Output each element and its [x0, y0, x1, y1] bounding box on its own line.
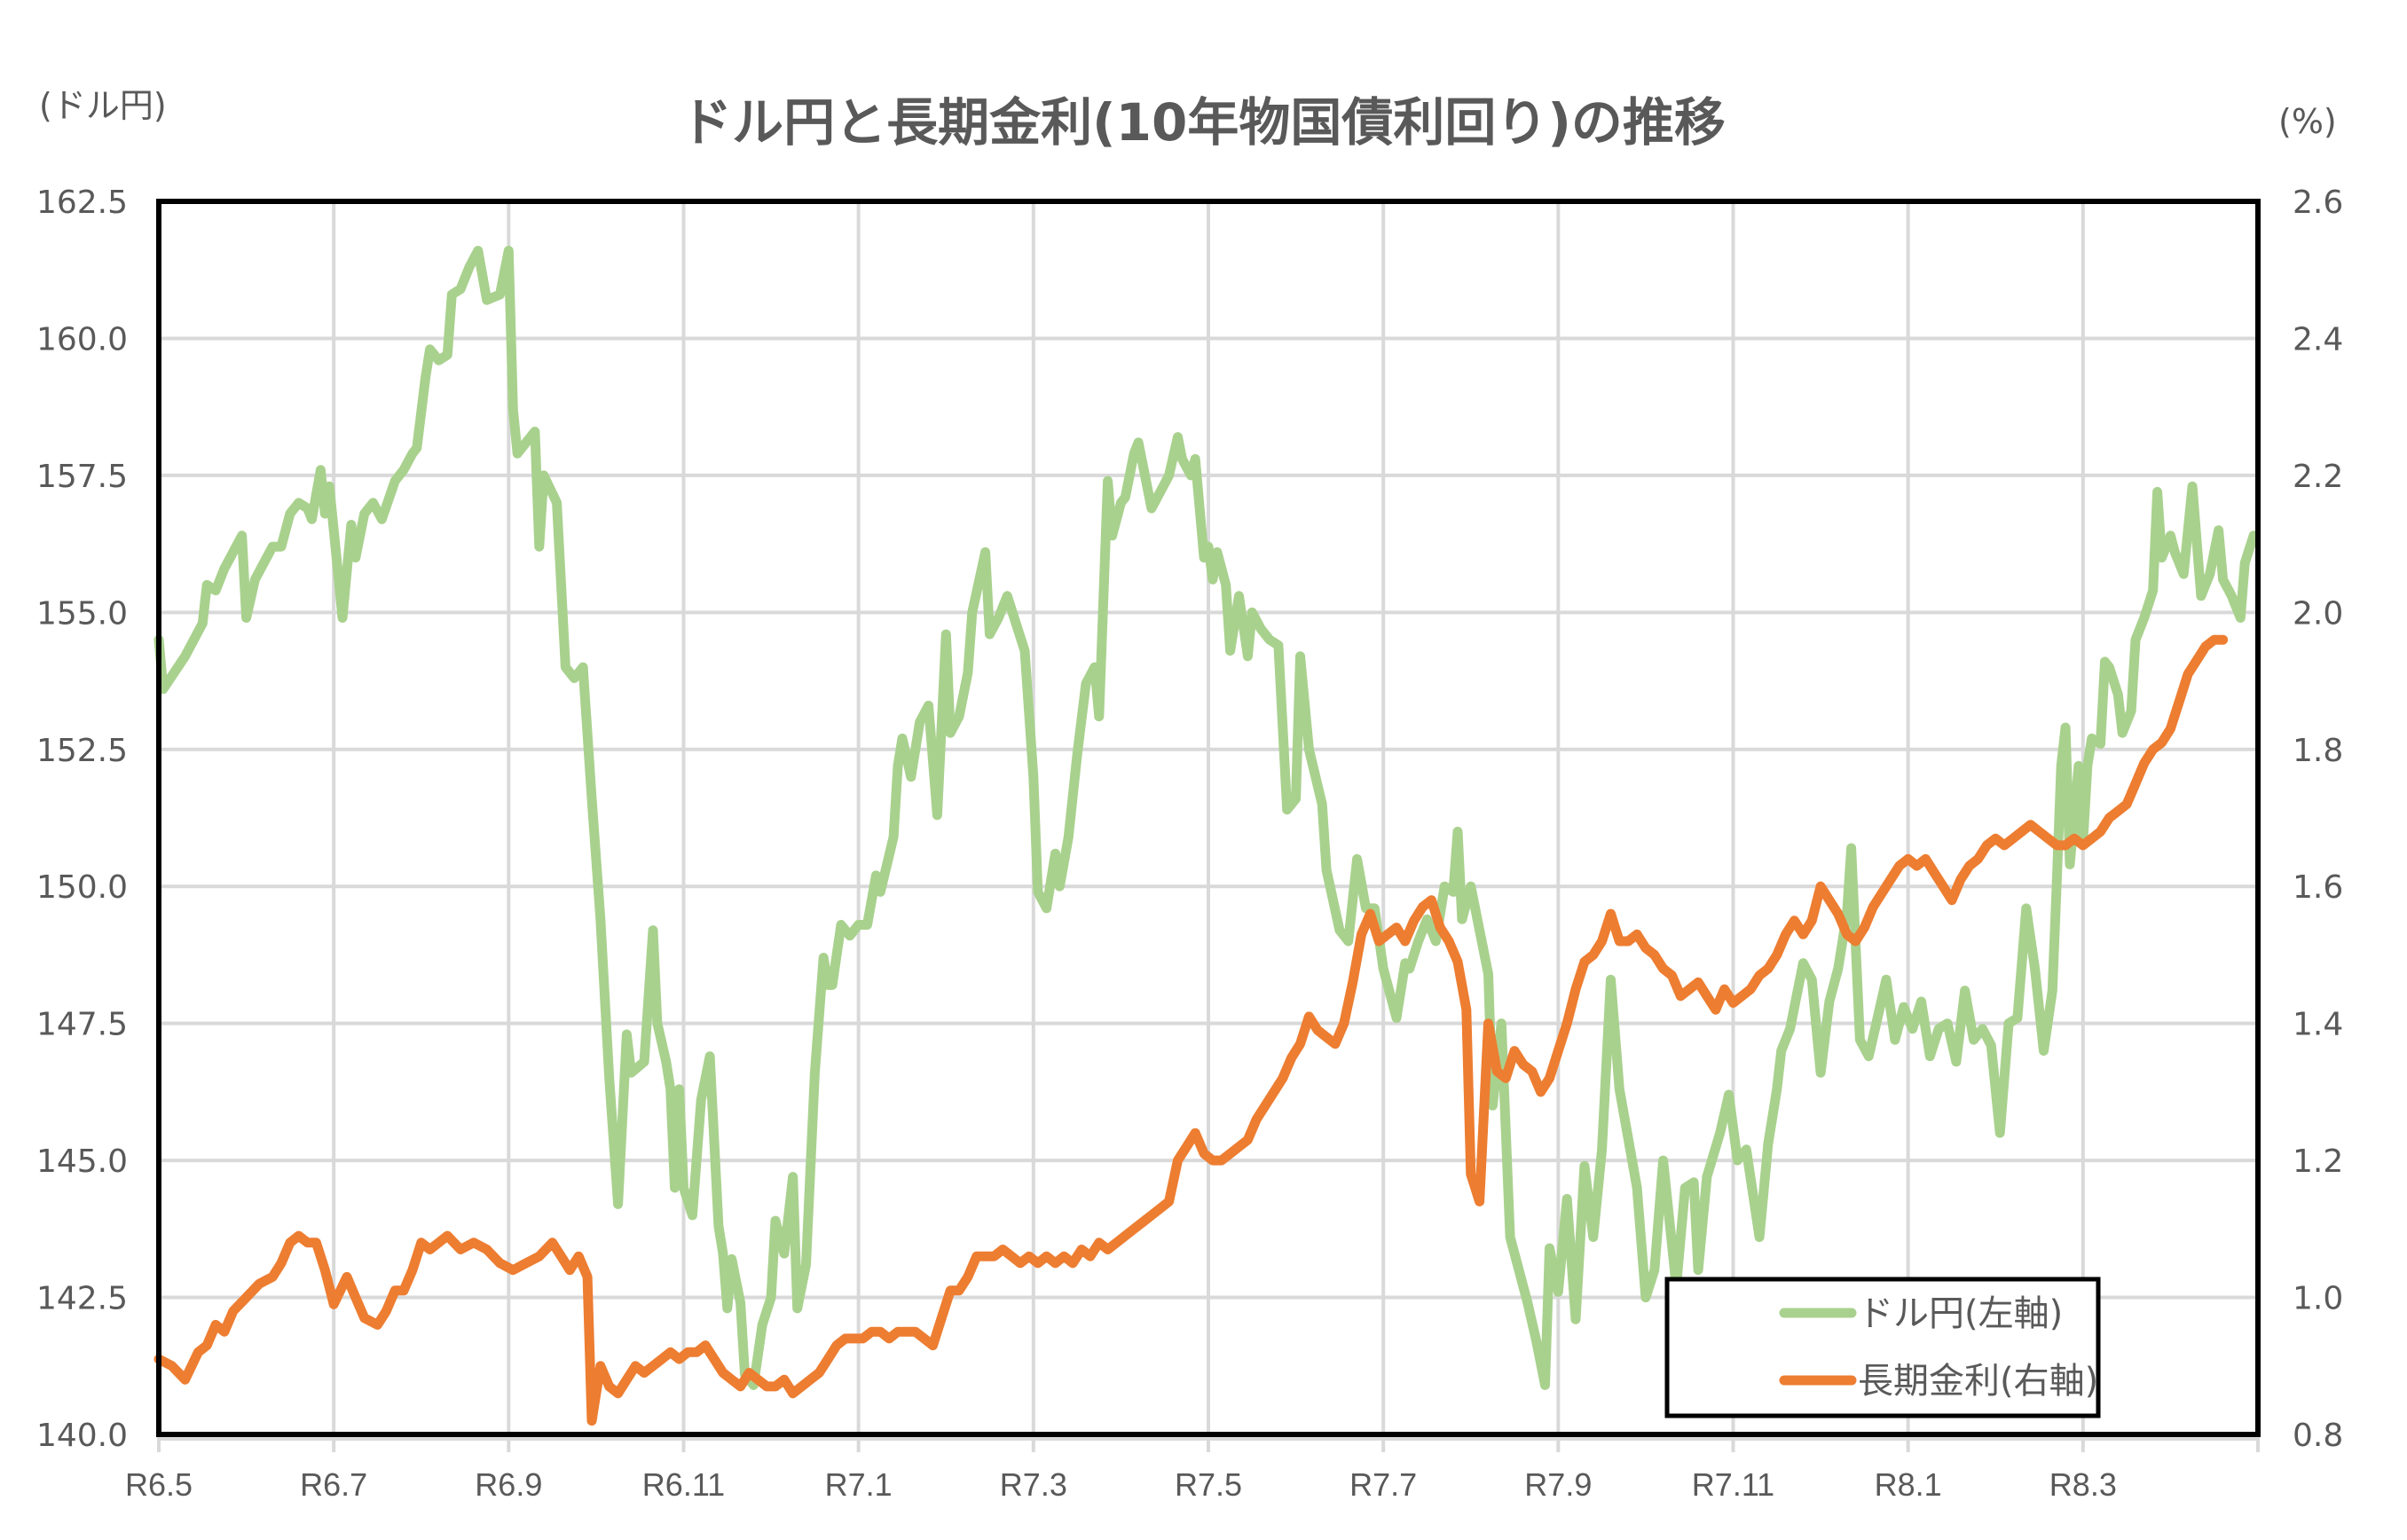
right-axis-tick-label: 1.8: [2293, 733, 2343, 769]
x-axis-tick-label: R7.11: [1692, 1466, 1774, 1503]
right-axis-tick-label: 2.0: [2293, 595, 2343, 632]
right-axis-tick-label: 1.6: [2293, 869, 2343, 906]
right-axis-ticks: 0.8 1.0 1.2 1.4 1.6 1.8 2.0 2.2 2.4 2.6: [2293, 185, 2343, 1454]
left-axis-unit: (ドル円): [39, 86, 167, 125]
x-axis-tick-label: R6.11: [642, 1466, 725, 1503]
right-axis-tick-label: 1.4: [2293, 1007, 2343, 1043]
legend: ドル円(左軸) 長期金利(右軸): [1664, 1277, 2101, 1418]
x-axis-ticks: R6.5 R6.7 R6.9 R6.11 R7.1 R7.3 R7.5 R7.7 R7.9 R7.…: [125, 1466, 2117, 1503]
right-axis-tick-label: 2.4: [2293, 321, 2343, 358]
left-axis-tick-label: 160.0: [36, 321, 128, 358]
chart-title: ドル円と長期金利(10年物国債利回り)の推移: [680, 92, 1726, 153]
gridlines: [157, 200, 2260, 1452]
left-axis-ticks: 140.0 142.5 145.0 147.5 150.0 152.5 155.0 157.5…: [36, 185, 128, 1454]
right-axis-tick-label: 0.8: [2293, 1418, 2343, 1454]
left-axis-tick-label: 155.0: [36, 595, 128, 632]
x-axis-tick-label: R7.5: [1175, 1466, 1242, 1503]
legend-label-usdjpy: ドル円(左軸): [1858, 1293, 2063, 1334]
usdjpy-line: [153, 246, 2259, 1390]
left-axis-tick-label: 142.5: [36, 1281, 128, 1317]
series-lines: [153, 246, 2259, 1426]
right-axis-tick-label: 2.6: [2293, 185, 2343, 221]
x-axis-tick-label: R7.3: [1000, 1466, 1067, 1503]
plot-frame: [156, 199, 2261, 1437]
right-axis-tick-label: 2.2: [2293, 459, 2343, 495]
legend-box: [1664, 1277, 2101, 1418]
legend-label-jgb: 長期金利(右軸): [1858, 1361, 2098, 1402]
right-axis-unit: (%): [2278, 102, 2337, 141]
x-axis-tick-label: R8.3: [2049, 1466, 2117, 1503]
right-axis-tick-label: 1.0: [2293, 1281, 2343, 1317]
jgb-yield-line: [153, 634, 2229, 1426]
x-axis-tick-label: R7.7: [1349, 1466, 1417, 1503]
left-axis-tick-label: 162.5: [36, 185, 128, 221]
left-axis-tick-label: 147.5: [36, 1007, 128, 1043]
x-axis-tick-label: R6.7: [300, 1466, 367, 1503]
left-axis-tick-label: 140.0: [36, 1418, 128, 1454]
x-axis-tick-label: R6.9: [475, 1466, 542, 1503]
x-axis-tick-label: R6.5: [125, 1466, 193, 1503]
left-axis-tick-label: 145.0: [36, 1143, 128, 1180]
left-axis-tick-label: 157.5: [36, 459, 128, 495]
left-axis-tick-label: 152.5: [36, 733, 128, 769]
x-axis-tick-label: R7.9: [1524, 1466, 1592, 1503]
left-axis-tick-label: 150.0: [36, 869, 128, 906]
x-axis-tick-label: R7.1: [825, 1466, 893, 1503]
x-axis-tick-label: R8.1: [1875, 1466, 1942, 1503]
right-axis-tick-label: 1.2: [2293, 1143, 2343, 1180]
